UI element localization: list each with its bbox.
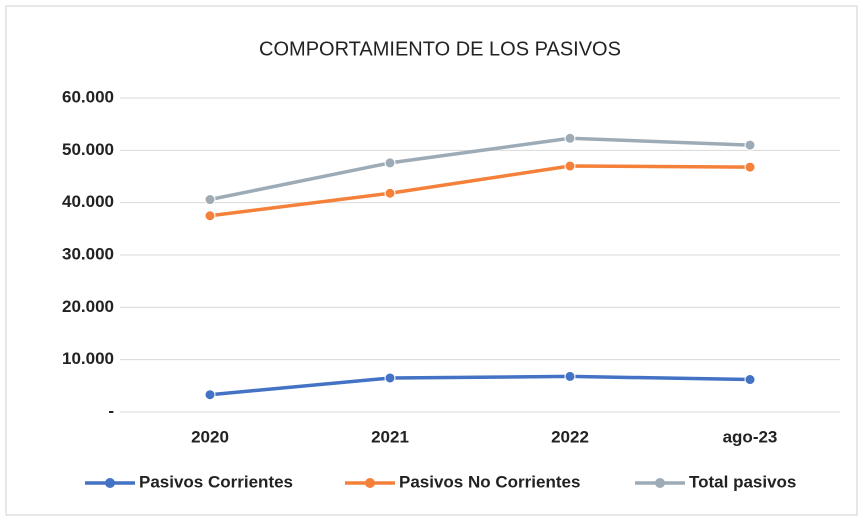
data-point: [564, 370, 576, 382]
data-point: [744, 374, 756, 386]
data-point: [744, 161, 756, 173]
data-point: [384, 187, 396, 199]
series-line: [209, 164, 751, 218]
data-point: [204, 389, 216, 401]
data-point: [564, 132, 576, 144]
series-line: [209, 374, 751, 397]
y-tick-label: 10.000: [62, 349, 114, 368]
y-tick-label: 20.000: [62, 297, 114, 316]
legend-label: Pasivos Corrientes: [139, 472, 293, 491]
y-tick-label: 60.000: [62, 87, 114, 106]
data-point: [204, 210, 216, 222]
x-tick-label: ago-23: [723, 427, 778, 446]
x-tick-label: 2020: [191, 427, 229, 446]
data-point: [384, 372, 396, 384]
x-tick-label: 2022: [551, 427, 589, 446]
series-line: [209, 136, 751, 202]
y-tick-label: 40.000: [62, 192, 114, 211]
y-tick-label: -: [108, 401, 114, 420]
chart-title: COMPORTAMIENTO DE LOS PASIVOS: [259, 38, 621, 60]
y-tick-label: 50.000: [62, 140, 114, 159]
legend-marker: [105, 478, 115, 488]
data-point: [384, 157, 396, 169]
x-tick-label: 2021: [371, 427, 409, 446]
data-point: [204, 194, 216, 206]
data-point: [744, 139, 756, 151]
legend-label: Total pasivos: [689, 472, 796, 491]
chart-frame: [5, 5, 858, 516]
legend-marker: [365, 478, 375, 488]
legend-marker: [655, 478, 665, 488]
data-point: [564, 160, 576, 172]
y-tick-label: 30.000: [62, 244, 114, 263]
legend-label: Pasivos No Corrientes: [399, 472, 580, 491]
